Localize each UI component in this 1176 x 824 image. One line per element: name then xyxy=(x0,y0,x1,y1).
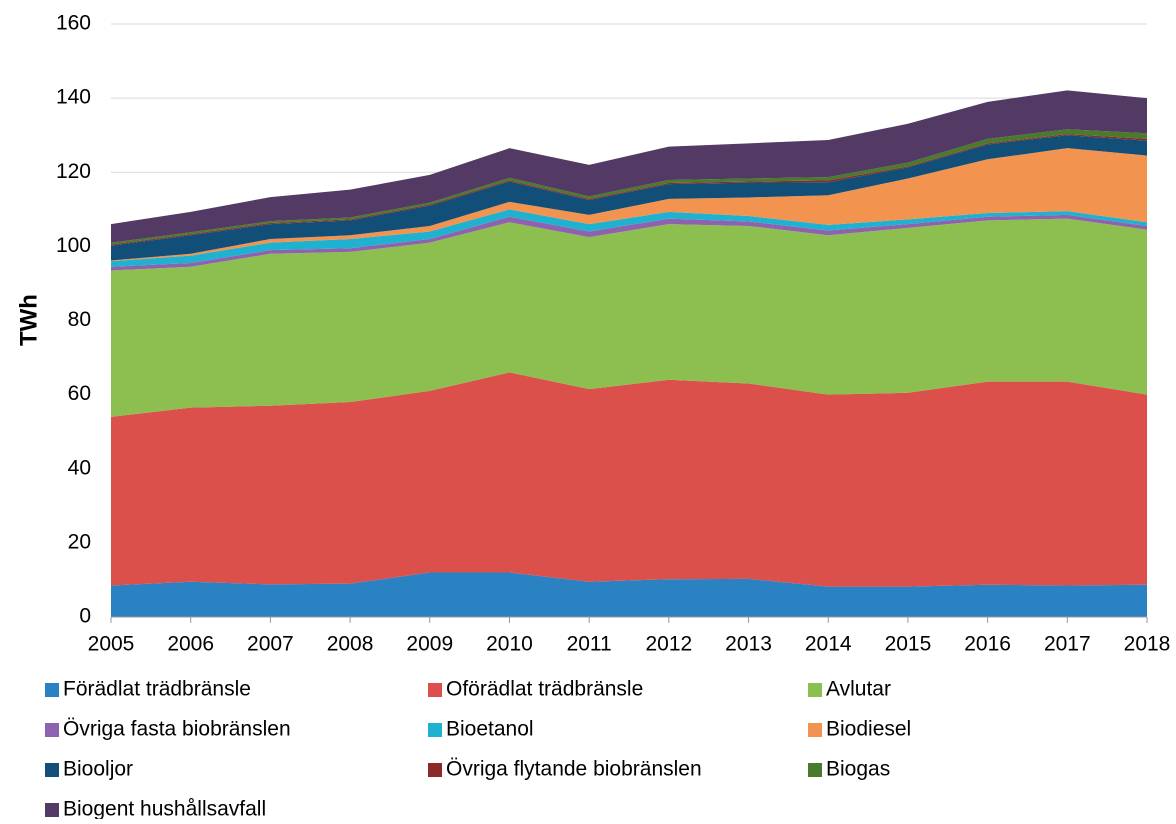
legend-swatch xyxy=(808,683,822,697)
legend-swatch xyxy=(808,763,822,777)
area xyxy=(111,218,1147,417)
x-tick-label: 2007 xyxy=(247,633,294,656)
legend-swatch xyxy=(428,763,442,777)
x-tick-label: 2013 xyxy=(725,633,772,656)
y-tick-label: 140 xyxy=(56,86,91,109)
y-tick-label: 20 xyxy=(68,530,91,553)
x-tick-label: 2011 xyxy=(567,633,612,656)
x-tick-label: 2006 xyxy=(167,633,214,656)
area xyxy=(111,90,1147,243)
area xyxy=(111,372,1147,587)
legend-label: Biodiesel xyxy=(826,718,911,741)
y-tick-label: 60 xyxy=(68,382,91,405)
x-tick-label: 2012 xyxy=(645,633,692,656)
y-tick-label: 100 xyxy=(56,234,91,257)
area xyxy=(111,209,1147,267)
legend-label: Oförädlat trädbränsle xyxy=(446,678,643,701)
legend-label: Förädlat trädbränsle xyxy=(63,678,251,701)
legend-swatch xyxy=(428,723,442,737)
x-tick-label: 2008 xyxy=(327,633,374,656)
x-tick-label: 2015 xyxy=(885,633,932,656)
legend-label: Bioetanol xyxy=(446,718,534,741)
y-tick-label: 80 xyxy=(68,308,91,331)
y-tick-label: 120 xyxy=(56,160,91,183)
x-tick-label: 2018 xyxy=(1124,633,1171,656)
y-axis-label: TWh xyxy=(15,294,42,346)
x-tick-label: 2009 xyxy=(406,633,453,656)
x-tick-label: 2014 xyxy=(805,633,852,656)
legend-swatch xyxy=(428,683,442,697)
legend-label: Övriga fasta biobränslen xyxy=(63,718,291,741)
area xyxy=(111,148,1147,262)
area xyxy=(111,572,1147,617)
legend-label: Avlutar xyxy=(826,678,891,701)
x-tick-label: 2017 xyxy=(1044,633,1091,656)
x-tick-label: 2010 xyxy=(486,633,533,656)
legend-label: Övriga flytande biobränslen xyxy=(446,758,702,781)
area xyxy=(111,135,1147,261)
legend-swatch xyxy=(45,683,59,697)
legend-swatch xyxy=(808,723,822,737)
legend-label: Biogent hushållsavfall xyxy=(63,798,266,819)
legend-swatch xyxy=(45,723,59,737)
legend-swatch xyxy=(45,803,59,817)
y-tick-label: 160 xyxy=(56,12,91,35)
legend-label: Biooljor xyxy=(63,758,133,781)
x-tick-label: 2016 xyxy=(964,633,1011,656)
legend-label: Biogas xyxy=(826,758,890,781)
y-tick-label: 0 xyxy=(79,605,91,628)
area xyxy=(111,214,1147,271)
x-tick-label: 2005 xyxy=(88,633,135,656)
y-tick-label: 40 xyxy=(68,456,91,479)
legend-swatch xyxy=(45,763,59,777)
